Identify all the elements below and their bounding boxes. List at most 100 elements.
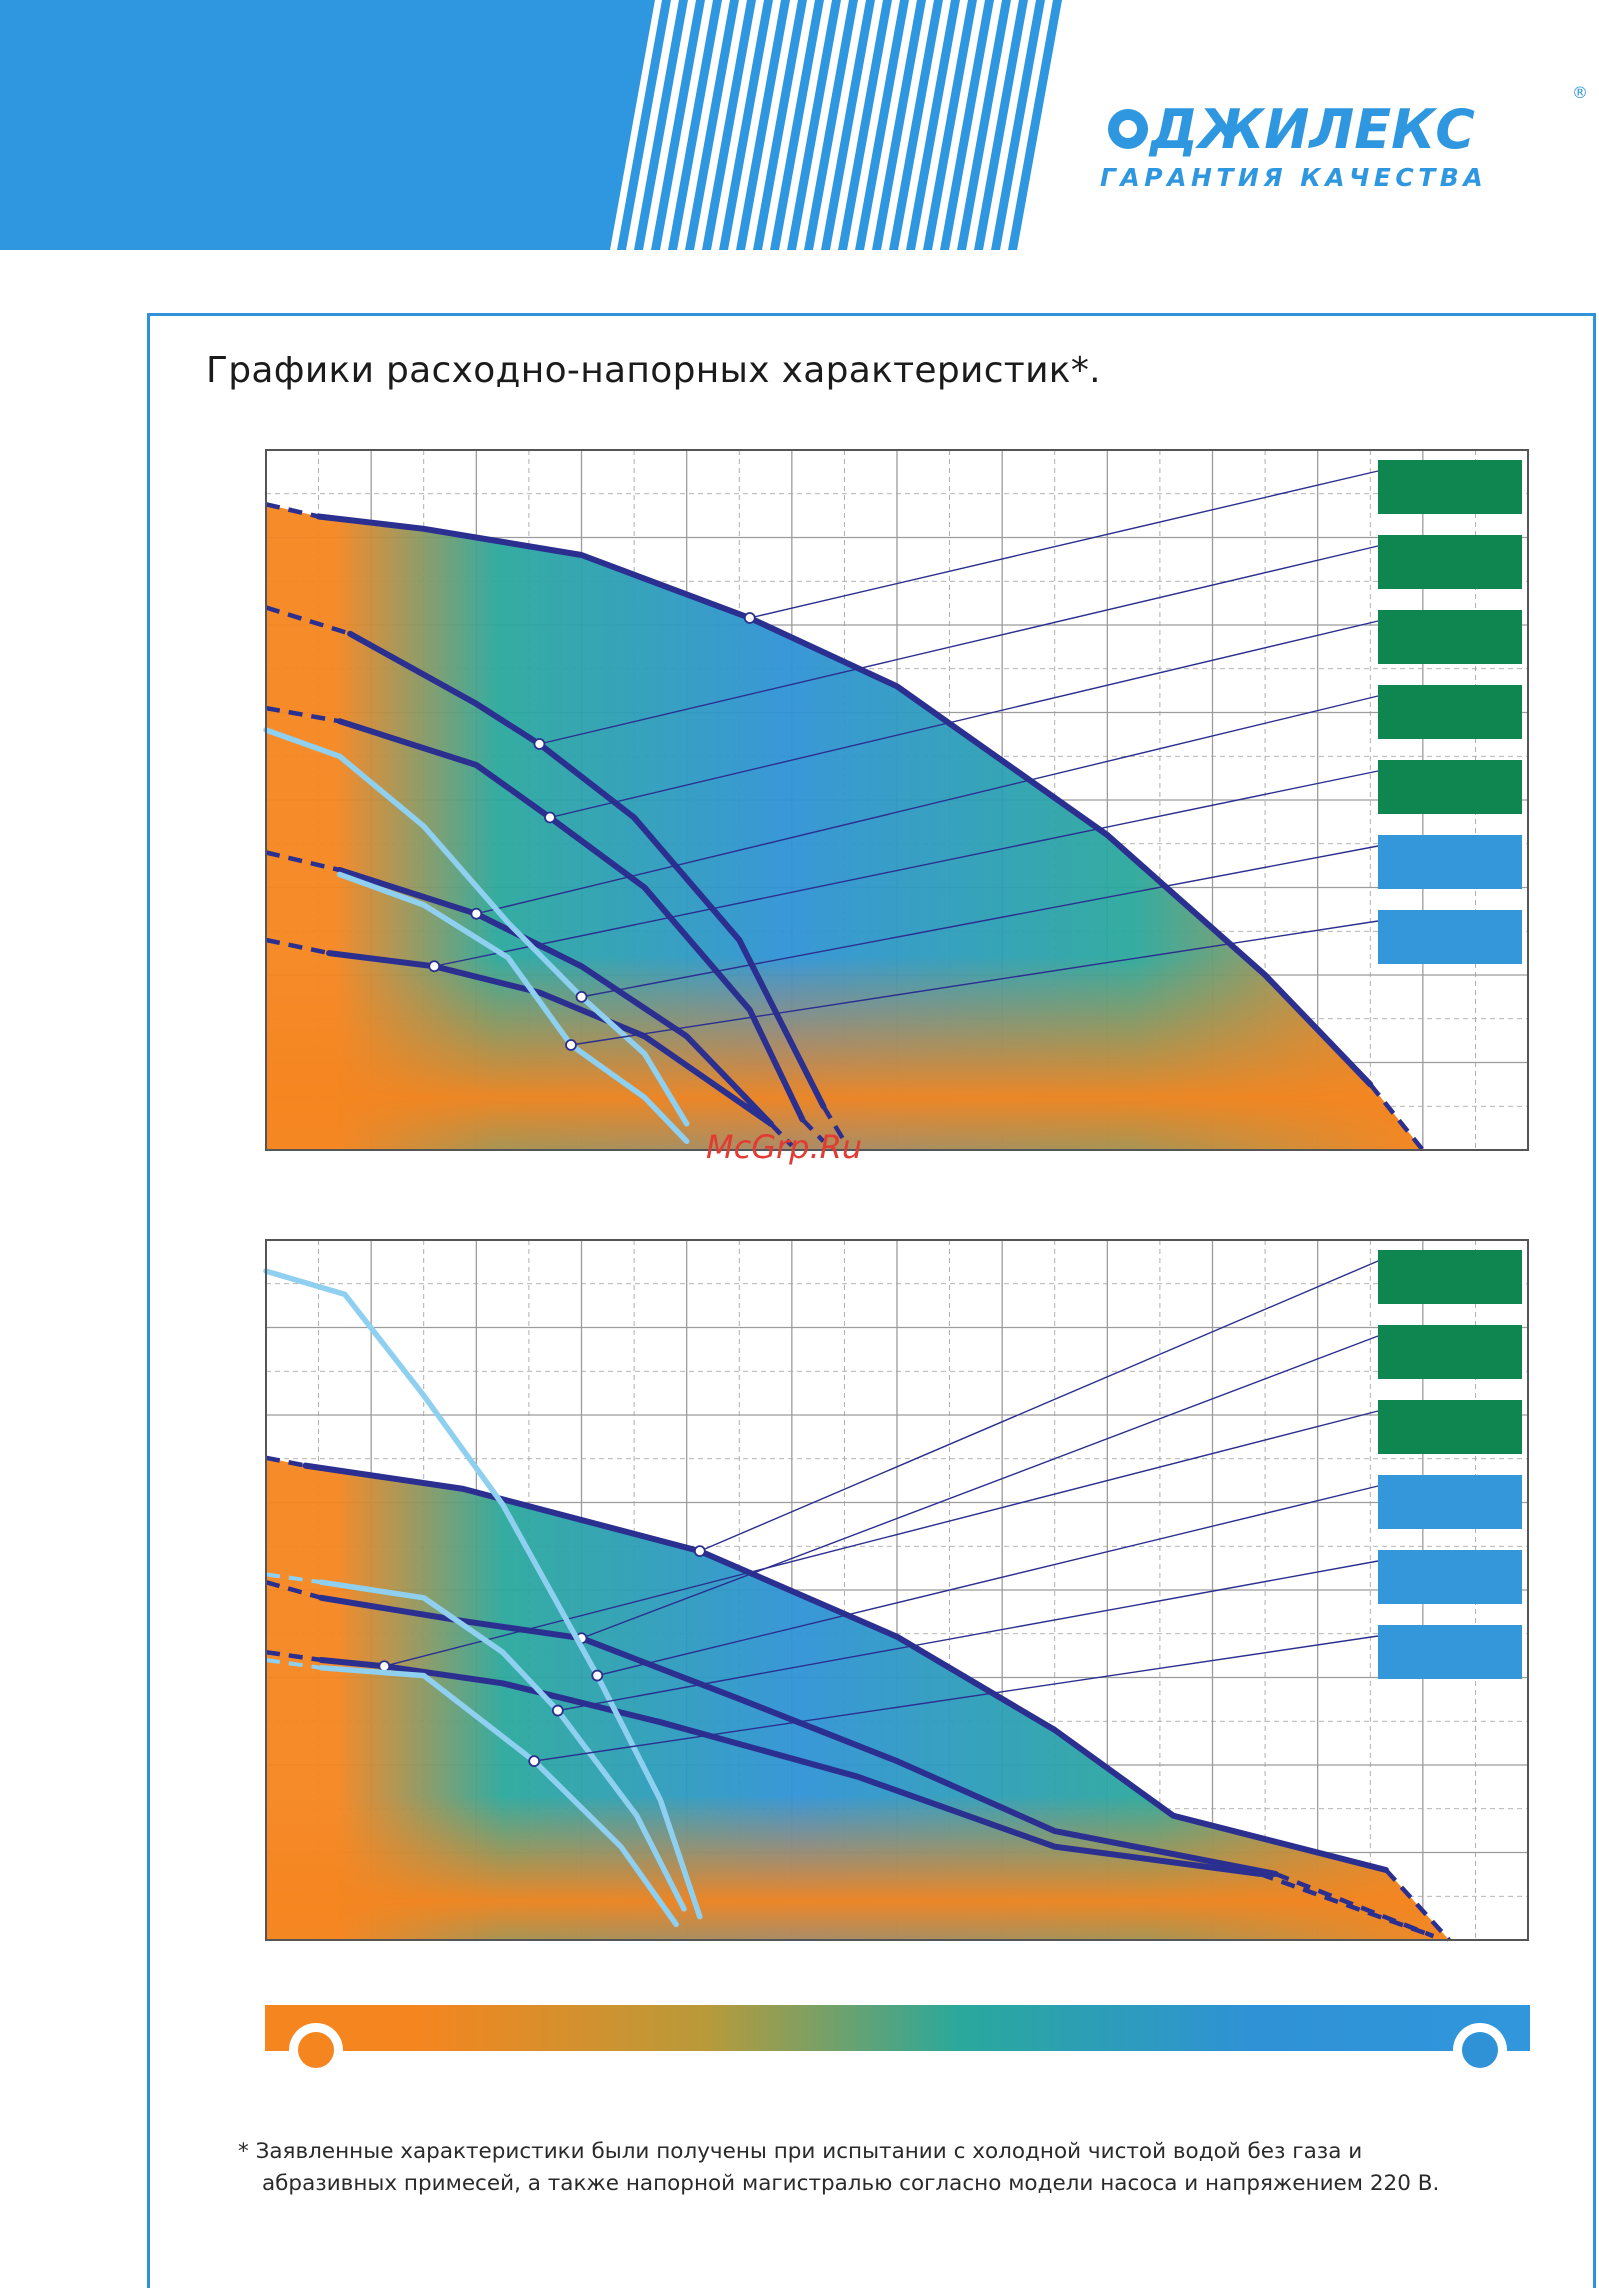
legend-box-5 <box>1378 1550 1522 1604</box>
series-line-dashed <box>265 1572 322 1585</box>
header-stripes <box>617 0 1062 250</box>
series-line-dashed <box>265 1455 306 1468</box>
series-line-dashed <box>769 1122 794 1148</box>
series-marker <box>575 990 588 1003</box>
series-line <box>347 630 827 1110</box>
series-line <box>318 1579 687 1912</box>
legend-box-1 <box>1378 460 1522 514</box>
series-line-dashed <box>265 1580 322 1600</box>
series-4 <box>263 1268 1379 1920</box>
series-line <box>263 727 690 1127</box>
series-line-dashed <box>265 937 330 956</box>
series-5 <box>265 1560 1379 1912</box>
series-marker <box>565 1039 577 1051</box>
header-stripe <box>957 0 1011 250</box>
series-6 <box>263 727 1379 1127</box>
leader-line <box>539 545 1379 745</box>
series-line-dashed <box>265 850 341 873</box>
series-7 <box>336 871 1379 1145</box>
series-marker <box>743 612 756 624</box>
header-stripe <box>974 0 1028 250</box>
working-zone <box>266 1457 1450 1940</box>
leader-line <box>384 1410 1379 1667</box>
working-zone-bottom-fade <box>266 504 1423 1150</box>
leader-line <box>434 770 1379 967</box>
leader-line <box>549 620 1379 819</box>
chart-upper <box>263 449 1529 1152</box>
header-stripe <box>617 0 671 250</box>
header-stripe <box>872 0 926 250</box>
series-line <box>336 718 806 1123</box>
series-marker <box>591 1669 604 1682</box>
header-stripe <box>753 0 807 250</box>
header-stripe <box>668 0 722 250</box>
watermark: McGrp.Ru <box>706 1128 863 1166</box>
header-stripe <box>855 0 909 250</box>
leader-line <box>699 1260 1379 1552</box>
legend-box-7 <box>1378 910 1522 964</box>
brand-logo <box>1108 109 1148 149</box>
brand-tagline: ГАРАНТИЯ КАЧЕСТВА <box>1100 163 1487 192</box>
page-title: Графики расходно-напорных характеристик*… <box>206 350 1101 391</box>
leader-line <box>557 1560 1379 1712</box>
series-marker <box>533 738 546 750</box>
series-6 <box>265 1635 1379 1928</box>
header-stripe <box>651 0 705 250</box>
series-line-dashed <box>1259 1871 1435 1939</box>
series-marker <box>544 811 556 824</box>
series-line-dashed <box>821 1105 847 1143</box>
leader-line <box>597 1485 1379 1677</box>
header-stripe <box>821 0 875 250</box>
leader-line <box>476 695 1379 915</box>
header-stripe <box>736 0 790 250</box>
legend-box-2 <box>1378 535 1522 589</box>
header-stripe <box>634 0 688 250</box>
footnote-line-1: * Заявленные характеристики были получен… <box>238 2139 1363 2164</box>
header-stripe <box>787 0 841 250</box>
series-2 <box>265 545 1379 1143</box>
leader-line <box>581 1335 1379 1639</box>
series-line-dashed <box>265 1649 322 1663</box>
series-marker <box>693 1545 706 1558</box>
series-line-dashed <box>1384 1868 1451 1942</box>
legend-box-3 <box>1378 1400 1522 1454</box>
series-line-dashed <box>265 605 351 636</box>
legend-box-1 <box>1378 1250 1522 1304</box>
header-stripe <box>991 0 1045 250</box>
series-line <box>318 1594 1279 1877</box>
series-marker <box>551 1704 564 1717</box>
header-stripe <box>804 0 858 250</box>
brand-header: ДЖИЛЕКС ® ГАРАНТИЯ КАЧЕСТВА <box>0 0 1588 250</box>
header-stripe <box>770 0 824 250</box>
legend-box-4 <box>1378 1475 1522 1529</box>
header-stripe <box>702 0 756 250</box>
content-frame <box>147 313 1596 2288</box>
working-zone-bottom-fade <box>266 1457 1450 1940</box>
series-line <box>302 1462 1389 1873</box>
series-line <box>336 871 690 1145</box>
header-stripe <box>940 0 994 250</box>
header-blue-panel <box>0 0 655 250</box>
series-marker <box>528 1755 541 1768</box>
series-5 <box>265 770 1379 1148</box>
header-stripe <box>1008 0 1062 250</box>
series-line-dashed <box>265 705 340 724</box>
series-marker <box>470 907 483 920</box>
plot-frame <box>265 1239 1529 1941</box>
brand-registered: ® <box>1572 83 1588 102</box>
header-stripe <box>923 0 977 250</box>
color-scale-bar <box>265 2005 1530 2077</box>
brand-name: ДЖИЛЕКС <box>1148 98 1475 161</box>
series-line <box>263 1268 703 1920</box>
legend-box-5 <box>1378 760 1522 814</box>
leader-line <box>534 1635 1379 1762</box>
leader-line <box>581 845 1379 998</box>
legend-box-4 <box>1378 685 1522 739</box>
series-1 <box>265 470 1425 1152</box>
leader-line <box>749 470 1379 619</box>
series-3 <box>265 1410 1435 1939</box>
header-stripe <box>906 0 960 250</box>
legend-box-6 <box>1378 1625 1522 1679</box>
legend-box-6 <box>1378 835 1522 889</box>
series-1 <box>265 1260 1451 1942</box>
